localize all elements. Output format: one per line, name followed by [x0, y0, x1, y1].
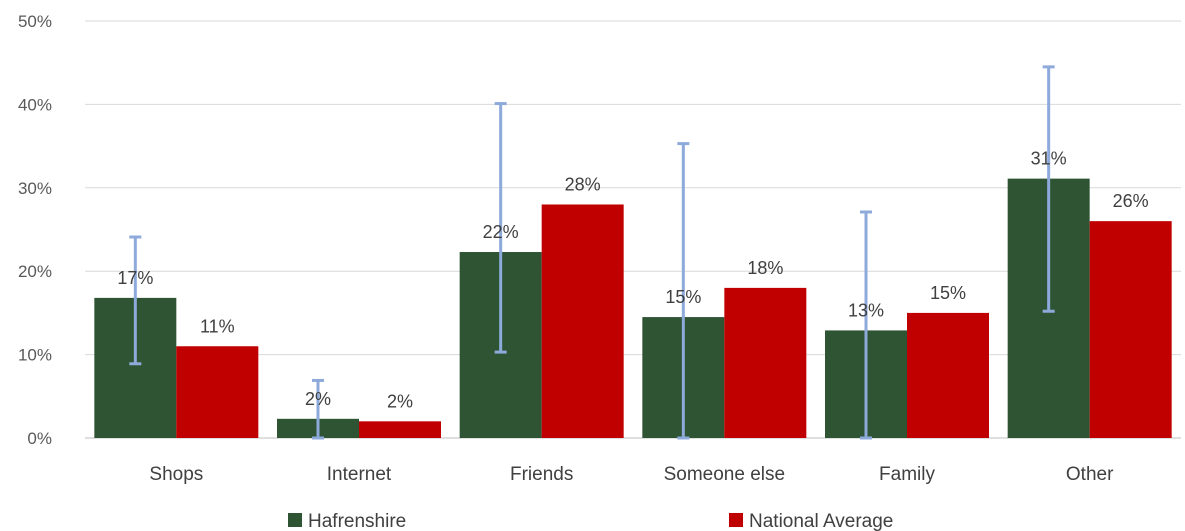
bar-national-average	[359, 421, 441, 438]
y-tick-label: 40%	[18, 95, 52, 114]
data-label: 15%	[665, 287, 701, 307]
y-tick-label: 10%	[18, 346, 52, 365]
legend-swatch	[729, 513, 743, 527]
data-label: 15%	[930, 283, 966, 303]
bars	[94, 178, 1172, 438]
data-label: 2%	[305, 389, 331, 409]
error-bars	[129, 65, 1055, 440]
legend-label: Hafrenshire	[308, 511, 406, 531]
category-label: Internet	[327, 464, 392, 485]
legend-swatch	[288, 513, 302, 527]
bar-national-average	[724, 287, 807, 438]
legend: Hafrenshire National Average	[288, 511, 893, 531]
gridlines	[85, 20, 1181, 439]
data-label: 26%	[1113, 191, 1149, 211]
y-tick-label: 20%	[18, 262, 52, 281]
y-tick-label: 50%	[18, 12, 52, 31]
y-tick-label: 30%	[18, 179, 52, 198]
x-axis-categories: Shops Internet Friends Someone else Family Ot…	[149, 464, 1114, 485]
bar-national-average	[176, 346, 259, 438]
category-label: Other	[1066, 464, 1114, 485]
data-label: 13%	[848, 300, 884, 320]
y-axis-ticks: 0% 10% 20% 30% 40% 50%	[18, 12, 52, 448]
bar-national-average	[907, 312, 989, 438]
data-label: 22%	[483, 222, 519, 242]
bar-national-average	[541, 204, 624, 438]
data-label: 28%	[565, 174, 601, 194]
category-label: Friends	[510, 464, 573, 485]
bar-national-average	[1089, 221, 1172, 438]
data-label: 31%	[1031, 149, 1067, 169]
category-label: Someone else	[664, 464, 785, 485]
category-label: Shops	[149, 464, 203, 485]
y-tick-label: 0%	[27, 429, 52, 448]
data-label: 17%	[117, 268, 153, 288]
legend-label: National Average	[749, 511, 893, 531]
data-label: 2%	[387, 391, 413, 411]
data-label: 18%	[747, 258, 783, 278]
category-label: Family	[879, 464, 935, 485]
data-labels: 17% 11% 2% 2% 22% 28% 15% 18% 13% 15% 31% 26%	[117, 149, 1148, 412]
data-label: 11%	[200, 316, 235, 336]
